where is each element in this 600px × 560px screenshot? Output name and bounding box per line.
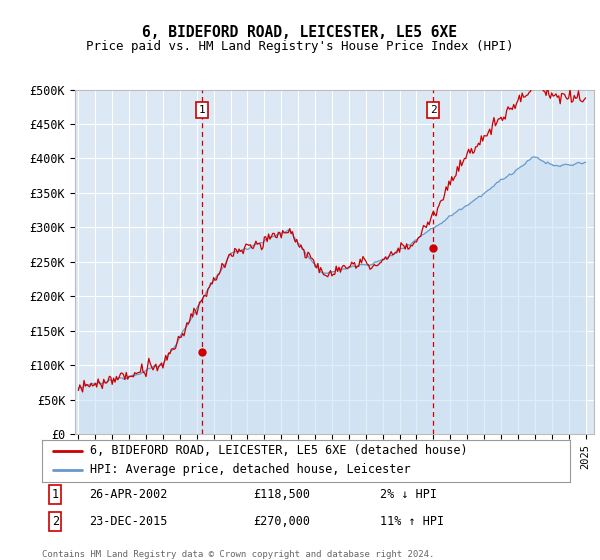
Text: £270,000: £270,000 [253, 515, 310, 528]
Text: 23-DEC-2015: 23-DEC-2015 [89, 515, 168, 528]
Text: HPI: Average price, detached house, Leicester: HPI: Average price, detached house, Leic… [89, 463, 410, 477]
Text: 2: 2 [430, 105, 436, 115]
Text: 11% ↑ HPI: 11% ↑ HPI [380, 515, 444, 528]
Text: 26-APR-2002: 26-APR-2002 [89, 488, 168, 501]
Text: 2: 2 [52, 515, 59, 528]
Text: 2% ↓ HPI: 2% ↓ HPI [380, 488, 437, 501]
Text: 1: 1 [199, 105, 206, 115]
Text: 6, BIDEFORD ROAD, LEICESTER, LE5 6XE: 6, BIDEFORD ROAD, LEICESTER, LE5 6XE [143, 25, 458, 40]
Text: Price paid vs. HM Land Registry's House Price Index (HPI): Price paid vs. HM Land Registry's House … [86, 40, 514, 53]
Text: £118,500: £118,500 [253, 488, 310, 501]
Text: 6, BIDEFORD ROAD, LEICESTER, LE5 6XE (detached house): 6, BIDEFORD ROAD, LEICESTER, LE5 6XE (de… [89, 445, 467, 458]
Text: Contains HM Land Registry data © Crown copyright and database right 2024.
This d: Contains HM Land Registry data © Crown c… [42, 550, 434, 560]
Text: 1: 1 [52, 488, 59, 501]
